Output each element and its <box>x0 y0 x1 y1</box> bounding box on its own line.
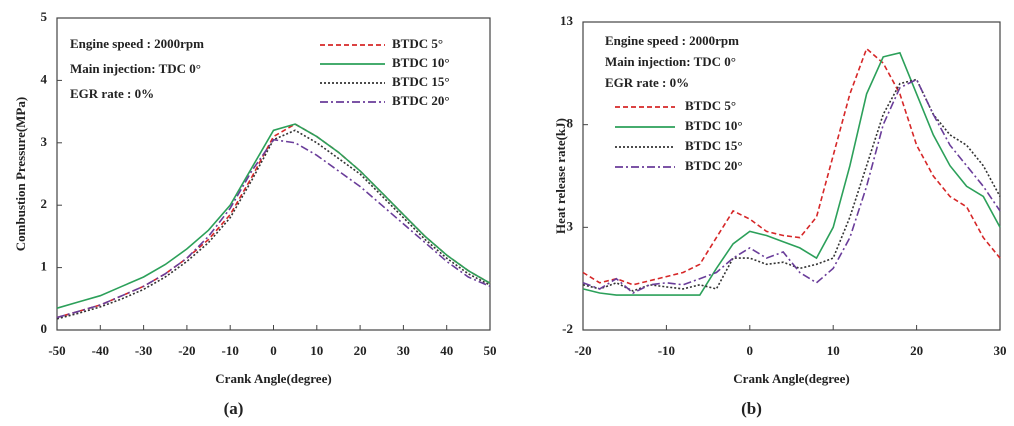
series-line <box>582 78 1001 292</box>
x-tick-label: 10 <box>827 343 840 358</box>
annotation: Engine speed : 2000rpm <box>70 36 204 51</box>
legend-label: BTDC 10° <box>685 118 743 133</box>
legend-label: BTDC 20° <box>685 158 743 173</box>
y-tick-label: 8 <box>567 116 574 131</box>
legend-label: BTDC 15° <box>392 74 450 89</box>
series-line <box>56 138 491 319</box>
legend-label: BTDC 20° <box>392 93 450 108</box>
legend-label: BTDC 5° <box>685 98 736 113</box>
y-tick-label: 13 <box>560 13 574 28</box>
x-tick-label: 0 <box>747 343 754 358</box>
x-tick-label: 30 <box>397 343 410 358</box>
annotation: Main injection: TDC 0° <box>605 54 736 69</box>
y-axis-label: Combustion Pressure(MPa) <box>13 97 28 251</box>
annotation: Main injection: TDC 0° <box>70 61 201 76</box>
series-line <box>56 129 491 320</box>
y-tick-label: -2 <box>562 321 573 336</box>
x-tick-label: -30 <box>135 343 152 358</box>
x-tick-label: 40 <box>440 343 453 358</box>
series-line <box>582 51 1001 296</box>
x-tick-label: 20 <box>910 343 923 358</box>
series-line <box>56 123 491 309</box>
y-tick-label: 3 <box>41 134 48 149</box>
series-line <box>582 47 1001 286</box>
y-axis-label: Heat release rate(kJ) <box>553 118 568 234</box>
legend-label: BTDC 10° <box>392 55 450 70</box>
x-axis-label: Crank Angle(degree) <box>733 371 849 386</box>
caption: (a) <box>224 399 244 418</box>
x-tick-label: 0 <box>270 343 277 358</box>
x-tick-label: -20 <box>178 343 195 358</box>
y-tick-label: 5 <box>41 9 48 24</box>
y-tick-label: 1 <box>41 259 48 274</box>
y-tick-label: 4 <box>41 71 48 86</box>
caption: (b) <box>741 399 762 418</box>
y-tick-label: 0 <box>41 321 48 336</box>
annotation: Engine speed : 2000rpm <box>605 33 739 48</box>
annotation: EGR rate : 0% <box>605 75 689 90</box>
y-tick-label: 3 <box>567 218 574 233</box>
legend-label: BTDC 5° <box>392 36 443 51</box>
y-tick-label: 2 <box>41 196 48 211</box>
x-axis-label: Crank Angle(degree) <box>215 371 331 386</box>
series-line <box>56 123 491 319</box>
x-tick-label: 10 <box>310 343 323 358</box>
x-tick-label: -40 <box>92 343 109 358</box>
series-line <box>582 78 1001 294</box>
x-tick-label: -20 <box>574 343 591 358</box>
x-tick-label: 50 <box>484 343 497 358</box>
legend-label: BTDC 15° <box>685 138 743 153</box>
annotation: EGR rate : 0% <box>70 86 154 101</box>
x-tick-label: 30 <box>994 343 1007 358</box>
x-tick-label: -10 <box>658 343 675 358</box>
plot-frame <box>582 21 1001 331</box>
x-tick-label: 20 <box>354 343 367 358</box>
x-tick-label: -50 <box>48 343 65 358</box>
x-tick-label: -10 <box>222 343 239 358</box>
